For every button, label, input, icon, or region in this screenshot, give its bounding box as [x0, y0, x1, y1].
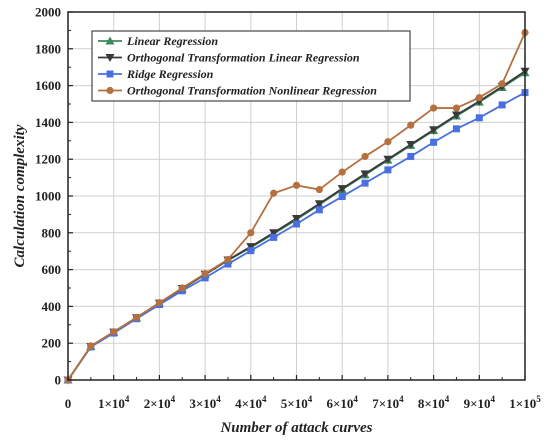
y-tick-label: 200	[42, 336, 62, 351]
y-tick-label: 1400	[35, 115, 61, 130]
data-point	[201, 270, 209, 278]
legend-entry: Orthogonal Transformation Linear Regress…	[98, 51, 360, 65]
series-layer	[63, 29, 530, 385]
data-point	[452, 104, 461, 112]
x-tick-label: 5×104	[281, 394, 313, 411]
x-tick-labels: 0 1×104 2×104 3×104 4×104 5×104 6×104 7×104 8×10…	[65, 394, 541, 411]
x-axis-title: Number of attack curves	[219, 420, 372, 436]
legend-label: Ridge Regression	[126, 67, 214, 81]
legend-label: Linear Regression	[126, 34, 218, 48]
data-point	[247, 247, 255, 255]
data-point	[270, 189, 278, 197]
legend-label: Orthogonal Transformation Nonlinear Regr…	[127, 84, 377, 98]
data-point	[224, 260, 232, 268]
x-tick-label: 1×104	[98, 394, 130, 411]
data-point	[293, 220, 300, 228]
legend-box	[91, 30, 411, 102]
data-point	[429, 126, 439, 135]
data-point	[383, 155, 393, 164]
y-tick-label: 400	[42, 299, 62, 314]
x-tick-label: 8×104	[418, 394, 450, 411]
data-point	[384, 138, 392, 146]
legend-label: Orthogonal Transformation Linear Regress…	[127, 51, 360, 65]
x-tick-label: 2×104	[144, 394, 176, 411]
y-tick-label: 0	[55, 373, 62, 388]
data-point	[87, 342, 95, 350]
y-tick-label: 1800	[35, 41, 61, 56]
data-point	[247, 229, 255, 237]
x-tick-label: 1×105	[509, 394, 541, 411]
data-point	[360, 170, 370, 179]
tick-marks	[67, 11, 526, 381]
data-point	[361, 179, 369, 187]
data-point	[314, 200, 324, 209]
legend-entry: Linear Regression	[98, 34, 218, 48]
data-point	[407, 152, 415, 160]
data-point	[155, 299, 163, 307]
x-tick-label: 4×104	[235, 394, 267, 411]
data-point	[451, 111, 461, 120]
data-point	[201, 274, 209, 282]
data-point	[361, 152, 369, 161]
x-tick-label: 0	[65, 396, 72, 411]
series-2	[64, 89, 529, 384]
data-point	[110, 328, 118, 336]
data-point	[224, 255, 232, 264]
data-point	[178, 284, 186, 292]
data-point	[498, 101, 506, 109]
y-tick-label: 1200	[35, 152, 61, 167]
y-tick-label: 1000	[35, 189, 61, 204]
data-point	[315, 185, 323, 194]
y-tick-label: 2000	[35, 5, 61, 20]
data-point	[270, 233, 278, 241]
legend-marker	[105, 36, 115, 45]
data-point	[406, 140, 416, 149]
legend: Linear Regression Orthogonal Transformati…	[91, 30, 411, 102]
data-point	[246, 243, 256, 252]
data-point	[407, 121, 415, 129]
y-tick-label: 800	[42, 225, 62, 240]
data-point	[338, 193, 346, 201]
data-point	[452, 125, 460, 133]
legend-marker	[105, 54, 115, 62]
x-tick-label: 9×104	[464, 394, 496, 411]
data-point	[337, 185, 347, 194]
series-3	[64, 29, 529, 384]
data-point	[475, 93, 483, 102]
data-point	[430, 104, 438, 112]
data-point	[384, 166, 392, 174]
x-tick-label: 3×104	[189, 394, 221, 411]
x-tick-label: 6×104	[326, 394, 358, 411]
x-tick-label: 7×104	[372, 394, 404, 411]
y-axis-title: Calculation complexity	[12, 124, 28, 267]
data-point	[292, 181, 301, 189]
legend-marker	[106, 70, 114, 78]
legend-entry: Ridge Regression	[98, 67, 214, 81]
legend-marker	[106, 86, 114, 95]
data-point	[292, 214, 301, 223]
data-point	[269, 229, 279, 238]
legend-entry: Orthogonal Transformation Nonlinear Regr…	[98, 84, 377, 98]
data-point	[475, 114, 483, 122]
data-point	[498, 80, 506, 88]
data-point	[338, 168, 346, 176]
y-tick-label: 1600	[35, 78, 61, 93]
data-point	[430, 138, 438, 146]
data-point	[132, 313, 141, 322]
y-tick-label: 600	[42, 262, 62, 277]
data-point	[315, 206, 323, 214]
y-tick-labels: 0 200 400 600 800 1000 1200 1400 1600 1800 2000	[35, 5, 61, 388]
